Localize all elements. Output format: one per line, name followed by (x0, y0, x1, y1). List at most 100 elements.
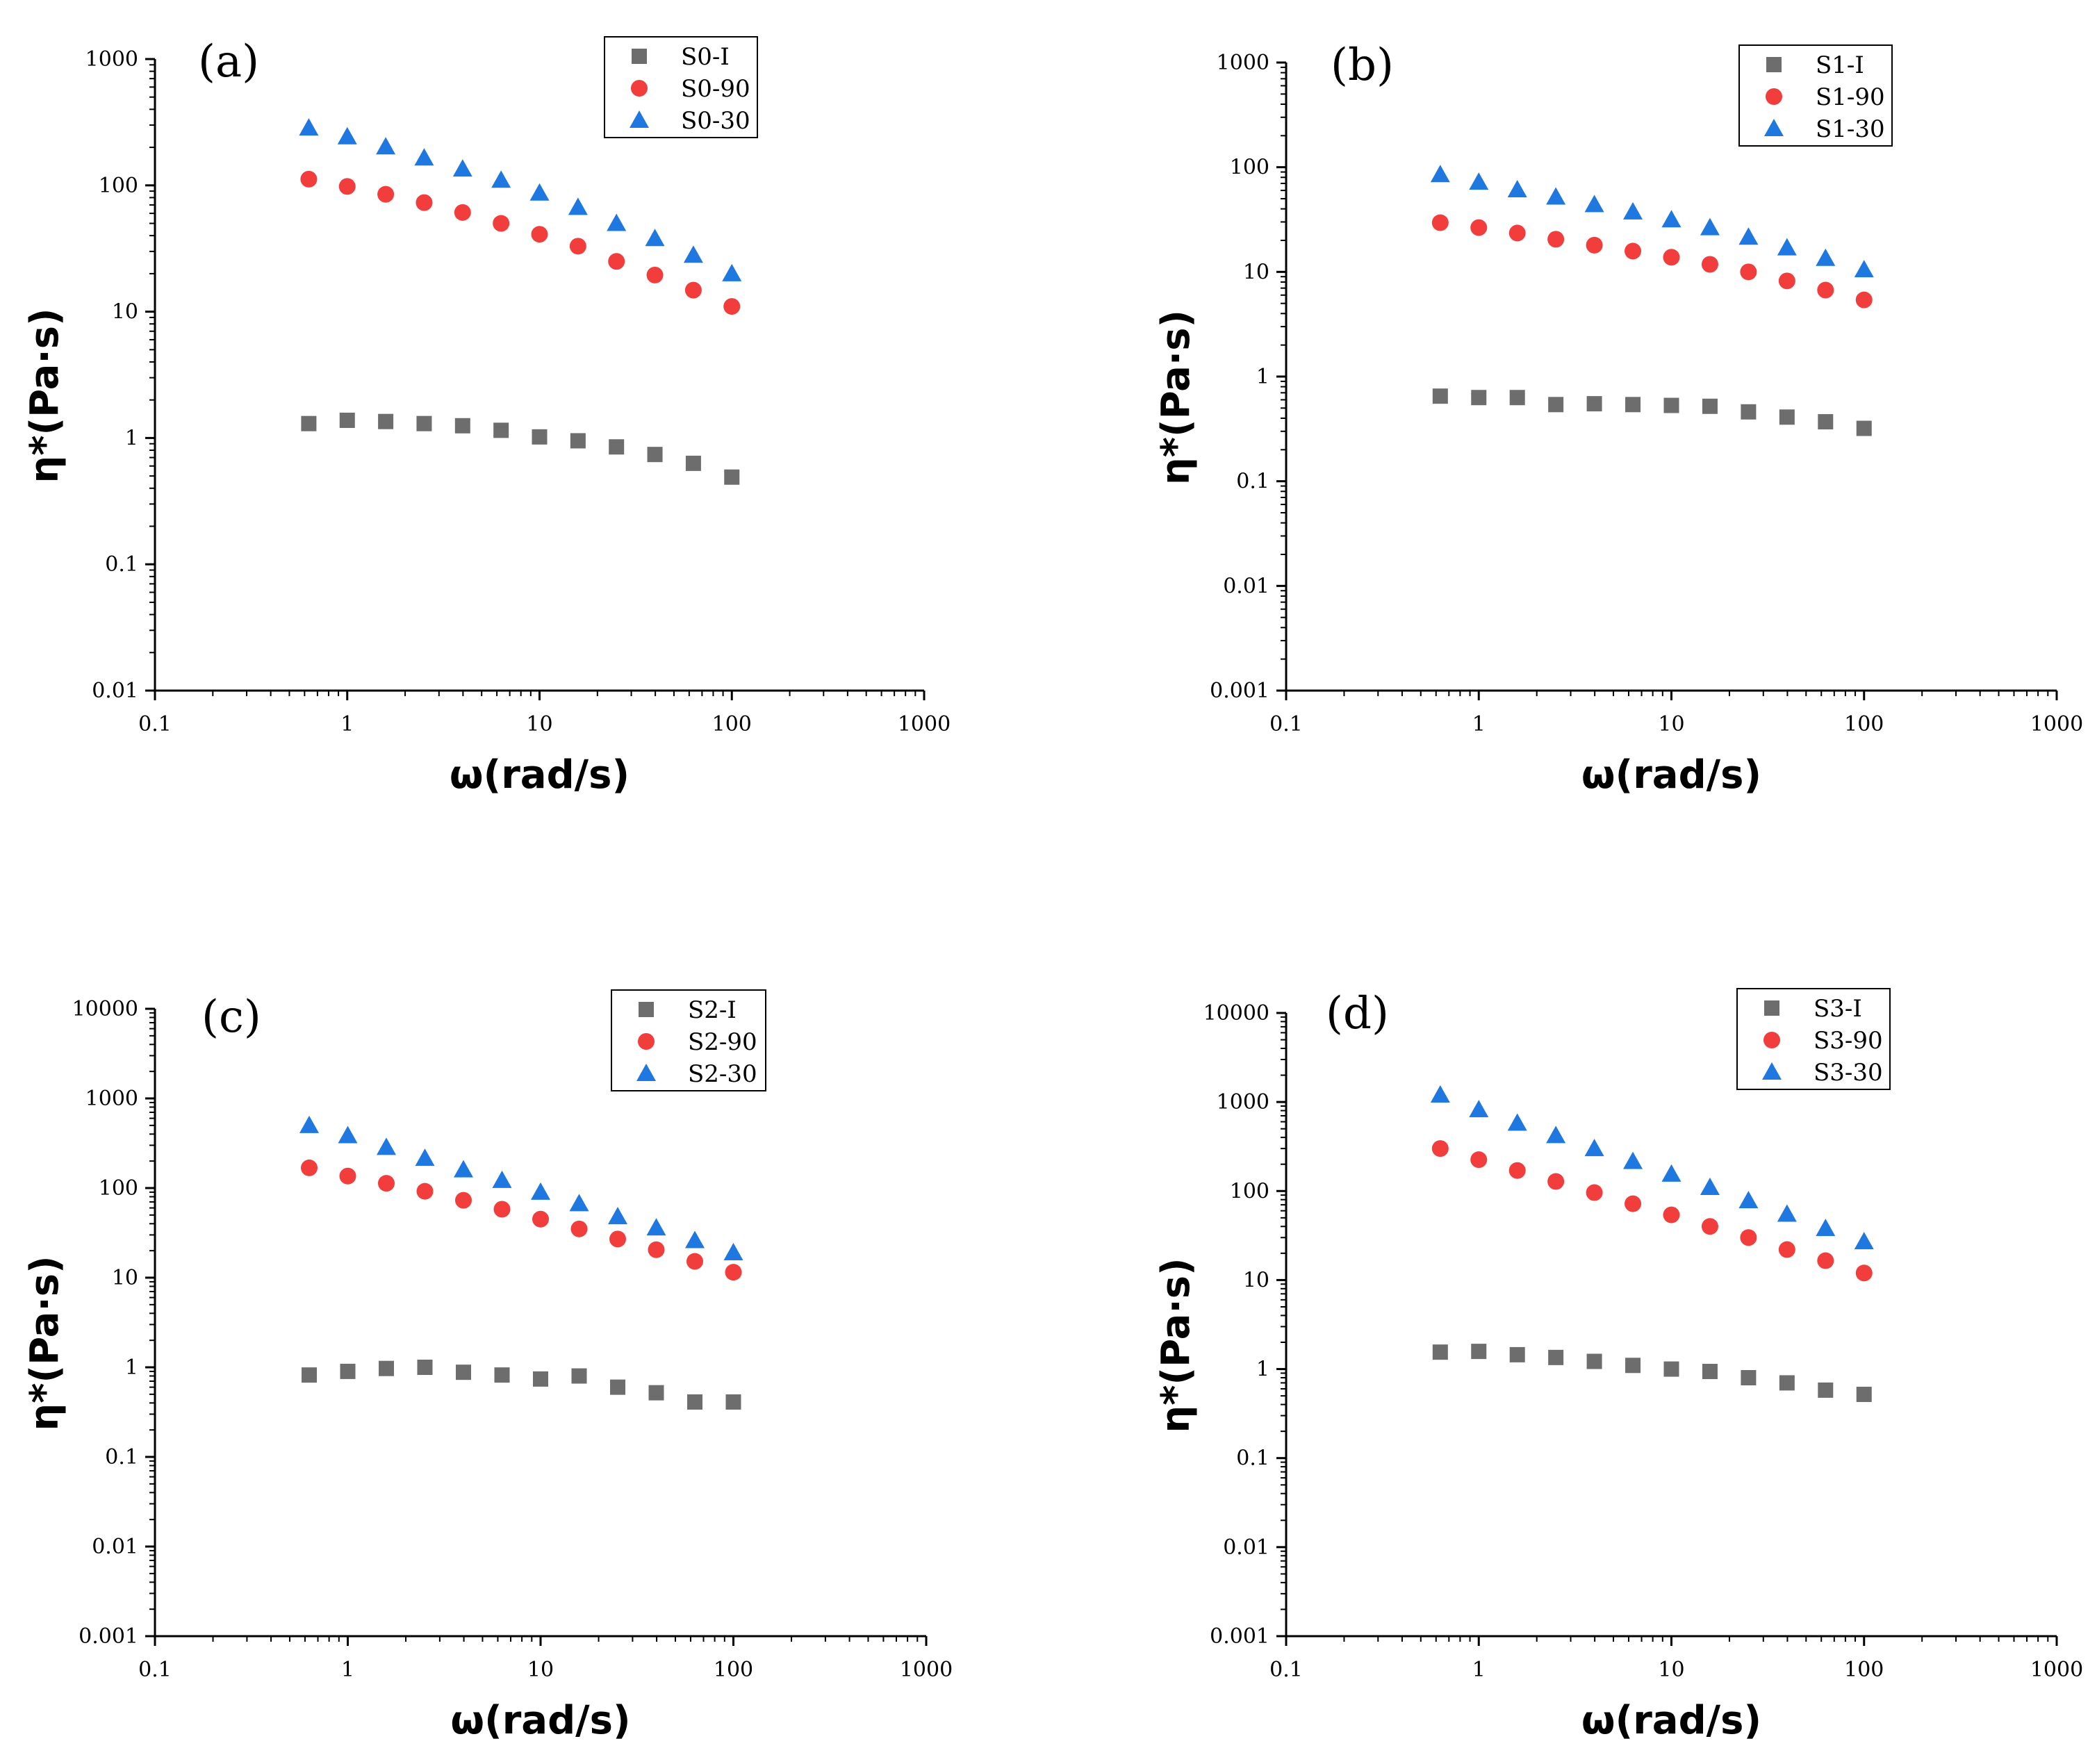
data-point (1469, 1100, 1489, 1118)
data-point (414, 148, 434, 166)
data-point (1625, 1358, 1641, 1374)
data-point (1584, 1139, 1604, 1157)
data-point (1855, 291, 1873, 308)
data-point (377, 1137, 397, 1155)
legend-marker (1763, 1032, 1780, 1048)
data-point (571, 1368, 587, 1384)
data-point (337, 126, 357, 145)
data-point (1431, 214, 1449, 231)
data-point (300, 170, 318, 188)
series-S0-90 (300, 170, 741, 315)
data-point (725, 1264, 742, 1281)
data-point (607, 213, 627, 231)
series-S1-I (1432, 388, 1872, 436)
data-point (379, 1360, 395, 1376)
y-tick-label: 10 (112, 300, 138, 324)
data-point (301, 1159, 318, 1176)
x-tick-label: 10 (527, 1658, 554, 1682)
data-point (723, 1243, 743, 1261)
data-point (1854, 260, 1874, 278)
data-point (1738, 1191, 1759, 1209)
data-point (1432, 388, 1448, 404)
y-tick-label: 10 (1243, 260, 1269, 284)
data-point (338, 178, 356, 195)
data-point (531, 1182, 550, 1200)
data-point (725, 1394, 741, 1410)
legend-entry: S0-I (681, 43, 730, 71)
legend-box (1738, 44, 1893, 147)
legend-entry: S1-30 (1816, 115, 1885, 143)
legend: S0-I S0-90 S0-30 (604, 36, 758, 138)
data-point (338, 1126, 358, 1144)
x-tick-label: 100 (1844, 712, 1884, 736)
data-point (299, 1115, 320, 1133)
legend-entry: S3-90 (1814, 1027, 1883, 1055)
data-point (1701, 1218, 1718, 1235)
x-tick-label: 1 (340, 712, 354, 736)
data-point (1625, 397, 1641, 413)
y-tick-label: 0.01 (92, 679, 138, 703)
data-point (302, 1367, 318, 1383)
data-point (609, 1230, 627, 1248)
data-point (1469, 172, 1489, 190)
data-point (1430, 165, 1450, 183)
data-point (724, 469, 740, 485)
x-axis-title: ω(rad/s) (450, 752, 630, 798)
x-tick-label: 100 (714, 1658, 753, 1682)
y-tick-label: 10 (1243, 1268, 1269, 1292)
data-point (1777, 238, 1797, 256)
legend-box (604, 36, 758, 138)
data-point (1855, 1264, 1873, 1282)
y-tick-label: 1 (1256, 1358, 1269, 1382)
data-point (1700, 1177, 1720, 1195)
legend-entry: S0-90 (681, 75, 750, 103)
data-point (1778, 272, 1795, 290)
data-point (1432, 1344, 1448, 1360)
data-point (1854, 1232, 1874, 1250)
data-point (1701, 256, 1718, 273)
legend-marker (1764, 1000, 1779, 1016)
data-point (1586, 1184, 1603, 1201)
data-point (1661, 1164, 1681, 1182)
data-point (454, 204, 471, 221)
data-point (646, 1218, 666, 1236)
data-point (1817, 1252, 1834, 1269)
legend-marker (630, 110, 649, 128)
x-tick-label: 100 (1844, 1658, 1884, 1682)
data-point (493, 422, 509, 438)
y-tick-label: 100 (99, 1176, 138, 1201)
y-tick-label: 100 (99, 174, 138, 198)
data-point (1777, 1204, 1797, 1222)
legend-marker (638, 1033, 655, 1050)
data-point (1547, 231, 1565, 248)
series-S3-90 (1431, 1140, 1873, 1282)
data-point (1548, 1349, 1564, 1365)
data-point (1740, 1229, 1757, 1246)
data-point (1818, 414, 1834, 430)
data-point (686, 1253, 704, 1270)
legend-marker (636, 1064, 656, 1081)
series-S2-30 (299, 1115, 743, 1261)
chart-panel-4: 0.1 1 10 100 1000 0.001 0.01 0.1 1 10 100 1000 10000… (1153, 988, 2083, 1743)
y-tick-label: 1 (1256, 365, 1269, 389)
data-point (608, 1207, 628, 1225)
series-S1-30 (1430, 165, 1874, 278)
data-point (1779, 409, 1795, 425)
data-point (646, 266, 664, 283)
data-point (1779, 1375, 1795, 1391)
data-point (1430, 1085, 1450, 1103)
legend-marker (631, 80, 648, 97)
y-tick-label: 10 (112, 1266, 138, 1290)
data-point (1471, 1344, 1487, 1360)
x-axis-title: ω(rad/s) (1581, 1698, 1761, 1743)
legend-marker (1766, 88, 1782, 105)
data-point (1663, 1361, 1679, 1377)
data-point (532, 429, 548, 445)
x-tick-label: 1000 (2030, 712, 2083, 736)
data-point (1546, 1126, 1566, 1144)
data-point (685, 1230, 705, 1248)
data-point (1586, 396, 1602, 412)
data-point (1817, 281, 1834, 299)
data-point (1471, 390, 1487, 406)
y-tick-label: 10000 (1203, 1001, 1269, 1025)
